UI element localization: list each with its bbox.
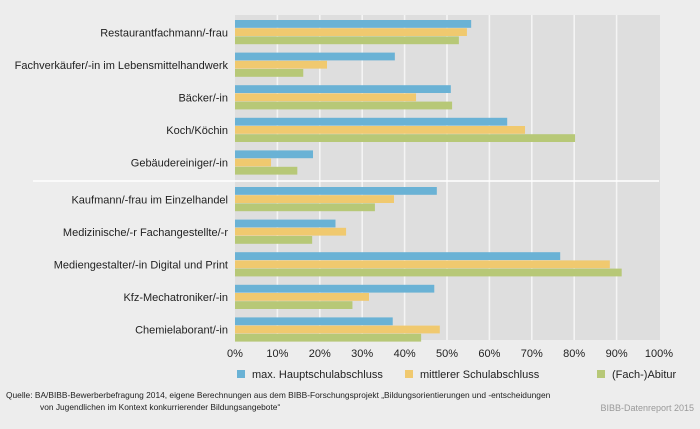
bar <box>235 219 336 228</box>
source-line-1: Quelle: BA/BIBB-Bewerberbefragung 2014, … <box>6 390 551 400</box>
bar <box>235 158 272 167</box>
bar <box>235 52 395 61</box>
x-axis-ticks: 0% 10% 20% 30% 40% 50% 60% 70% 80% 90% 100% <box>227 348 673 360</box>
source-note: Quelle: BA/BIBB-Bewerberbefragung 2014, … <box>6 389 626 413</box>
category-label: Chemielaborant/-in <box>135 325 228 337</box>
legend-swatch <box>237 370 245 378</box>
x-tick-label: 50% <box>436 348 458 360</box>
bar <box>235 203 375 212</box>
report-credit: BIBB-Datenreport 2015 <box>600 403 694 413</box>
x-tick-label: 80% <box>563 348 585 360</box>
legend-label: mittlerer Schulabschluss <box>420 369 540 381</box>
category-label: Restaurantfachmann/-frau <box>100 27 228 39</box>
bar <box>235 20 472 28</box>
bar <box>235 150 314 159</box>
bars <box>235 20 622 342</box>
bar <box>235 301 353 309</box>
category-label: Fachverkäufer/-in im Lebensmittelhandwer… <box>15 60 229 72</box>
bar <box>235 36 459 45</box>
x-tick-label: 60% <box>478 348 500 360</box>
x-tick-label: 40% <box>394 348 416 360</box>
category-label: Bäcker/-in <box>178 93 228 105</box>
bar <box>235 60 328 69</box>
source-line-2: von Jugendlichen im Kontext konkurrieren… <box>40 402 281 412</box>
legend: max. Hauptschulabschluss mittlerer Schula… <box>237 369 677 381</box>
category-label: Medizinische/-r Fachangestellte/-r <box>63 227 228 239</box>
bar <box>235 134 576 142</box>
bar <box>235 93 417 102</box>
category-labels: Restaurantfachmann/-frau Fachverkäufer/-i… <box>15 27 229 336</box>
bar <box>235 260 610 269</box>
bar <box>235 166 298 175</box>
legend-swatch <box>405 370 413 378</box>
x-tick-label: 100% <box>645 348 673 360</box>
bar <box>235 284 435 293</box>
bar <box>235 252 561 260</box>
bar <box>235 293 369 301</box>
legend-item: (Fach-)Abitur <box>597 369 677 381</box>
bar <box>235 126 526 134</box>
x-tick-label: 90% <box>606 348 628 360</box>
category-label: Gebäudereiniger/-in <box>131 158 228 170</box>
bar <box>235 69 304 77</box>
x-tick-label: 20% <box>309 348 331 360</box>
bar <box>235 317 393 326</box>
legend-swatch <box>597 370 605 378</box>
legend-label: max. Hauptschulabschluss <box>252 369 383 381</box>
x-tick-label: 10% <box>266 348 288 360</box>
category-label: Koch/Köchin <box>166 125 228 137</box>
legend-item: mittlerer Schulabschluss <box>405 369 540 381</box>
x-tick-label: 30% <box>351 348 373 360</box>
bar <box>235 236 313 244</box>
category-label: Kfz-Mechatroniker/-in <box>123 292 228 304</box>
bar <box>235 187 437 195</box>
bar <box>235 101 453 110</box>
bar <box>235 268 622 277</box>
x-tick-label: 0% <box>227 348 243 360</box>
bar <box>235 28 467 36</box>
category-label: Kaufmann/-frau im Einzelhandel <box>71 194 228 206</box>
bar <box>235 117 508 126</box>
bar <box>235 227 347 236</box>
legend-label: (Fach-)Abitur <box>612 369 677 381</box>
bar <box>235 325 440 334</box>
bar <box>235 85 451 93</box>
bar <box>235 195 394 203</box>
x-tick-label: 70% <box>521 348 543 360</box>
category-label: Mediengestalter/-in Digital und Print <box>54 260 228 272</box>
legend-item: max. Hauptschulabschluss <box>237 369 383 381</box>
bar <box>235 333 422 342</box>
